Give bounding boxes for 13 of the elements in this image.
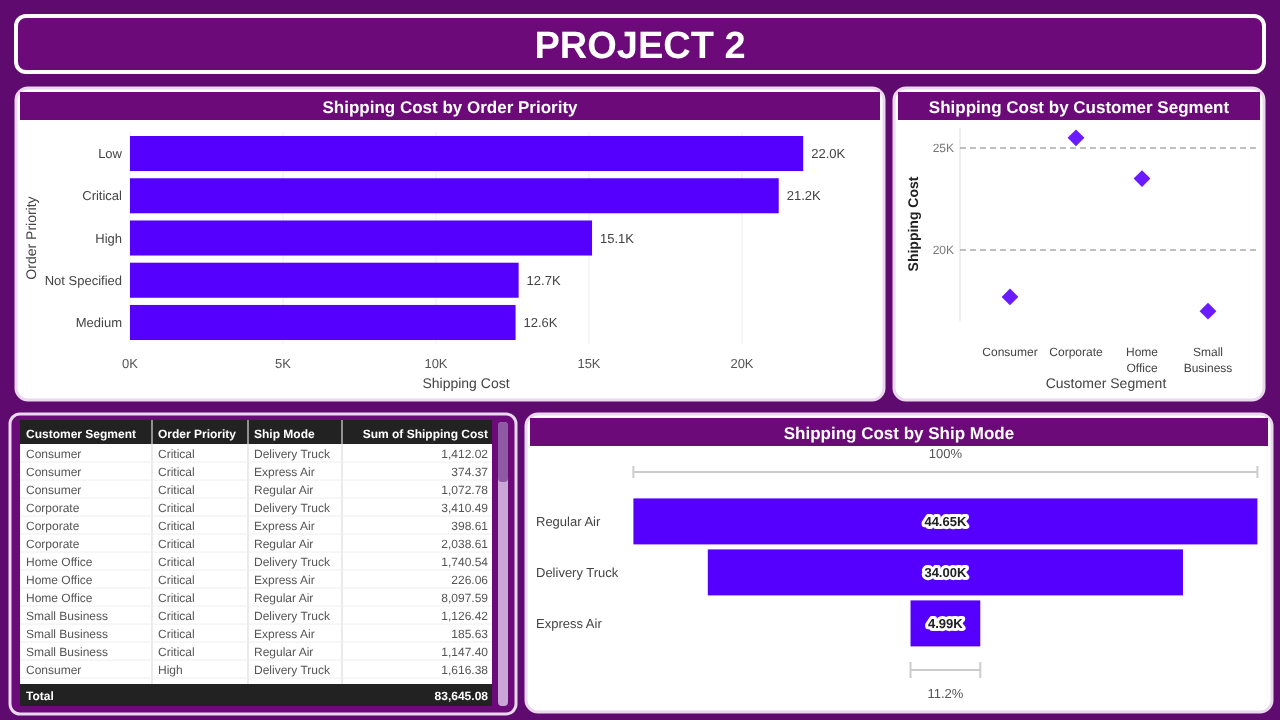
point (1199, 302, 1217, 320)
text: PROJECT 2 (534, 26, 746, 68)
point (1133, 170, 1151, 187)
bar (130, 262, 519, 298)
chart-title: Shipping Cost by Customer Segment (928, 97, 1230, 117)
bar (130, 178, 779, 214)
point (1001, 288, 1019, 306)
chart-title: Shipping Cost by Order Priority (322, 97, 579, 117)
bar (130, 136, 804, 172)
text: Shipping Cost by Ship Mode (783, 423, 1015, 443)
point (1067, 129, 1085, 147)
bar (130, 220, 593, 256)
bar (130, 304, 516, 340)
